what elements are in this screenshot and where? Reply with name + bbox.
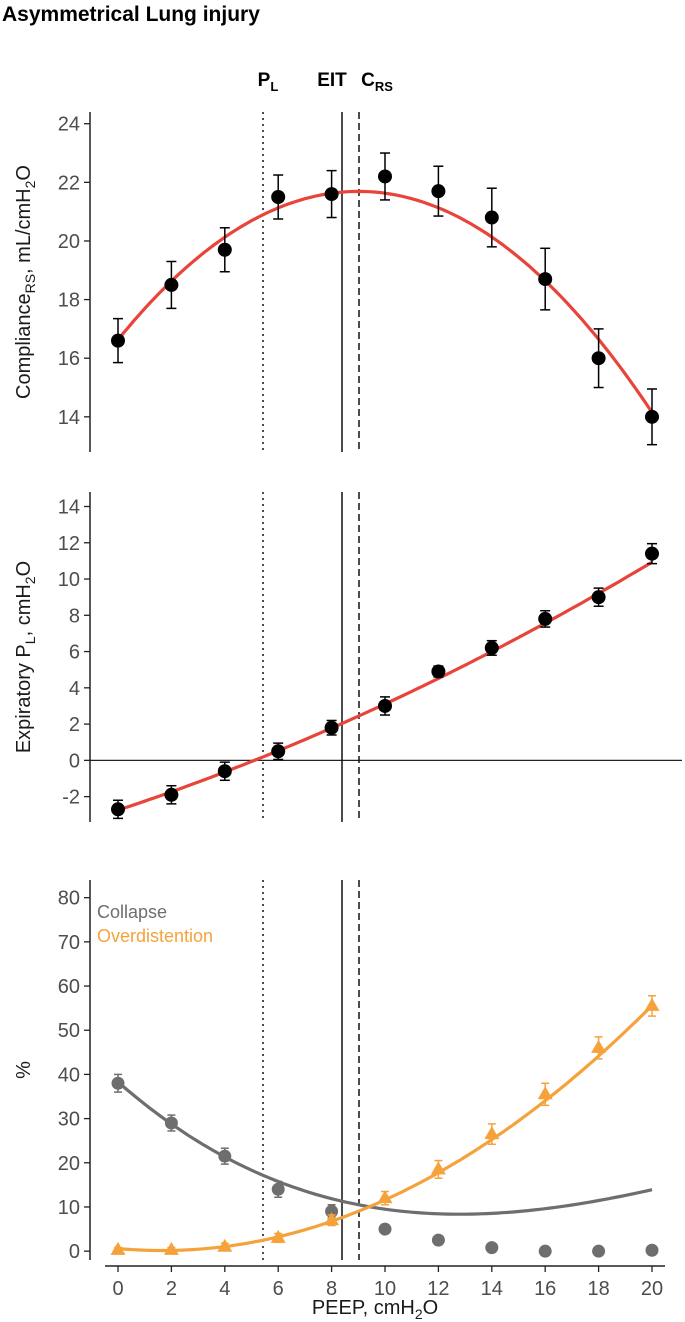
overdistention-point bbox=[377, 1190, 393, 1204]
expiratory-pl-point bbox=[271, 744, 286, 759]
y-tick-label: 6 bbox=[69, 642, 80, 664]
overdistention-point bbox=[270, 1229, 286, 1243]
overdistention-fit-line bbox=[117, 1004, 654, 1253]
y-tick-label: 30 bbox=[58, 1109, 80, 1131]
overdistention-point bbox=[591, 1039, 607, 1053]
x-tick-label: 14 bbox=[481, 1278, 503, 1300]
y-tick-label: 14 bbox=[58, 407, 80, 429]
y-tick-label: 22 bbox=[58, 172, 80, 194]
y-tick-label: 20 bbox=[58, 1153, 80, 1175]
y-axis-title: Expiratory PL, cmH2O bbox=[13, 561, 38, 753]
compliance-point bbox=[378, 169, 392, 184]
overdistention-point bbox=[430, 1161, 446, 1175]
overdistention-point bbox=[484, 1126, 500, 1140]
y-tick-label: 8 bbox=[69, 605, 80, 627]
y-tick-label: 60 bbox=[58, 976, 80, 998]
expiratory-pl-fit-line bbox=[117, 560, 653, 812]
x-tick-label: 10 bbox=[374, 1278, 396, 1300]
y-tick-label: 0 bbox=[69, 750, 80, 772]
expiratory-pl-panel: -2 0 2 4 6 8 10 12 14 Expiratory PL, cmH2O bbox=[13, 492, 682, 822]
expiratory-pl-point bbox=[111, 802, 125, 817]
compliance-point bbox=[484, 210, 499, 225]
expiratory-pl-point bbox=[431, 664, 446, 679]
collapse-point bbox=[271, 1182, 285, 1196]
overdistention-point bbox=[163, 1241, 179, 1255]
x-tick-label: 6 bbox=[273, 1278, 284, 1300]
y-tick-label: 12 bbox=[58, 533, 80, 555]
x-axis: 0 2 4 6 8 10 12 14 16 18 20 PEEP, cmH2O bbox=[105, 1265, 665, 1322]
x-tick-label: 12 bbox=[427, 1278, 449, 1300]
overdistention-point bbox=[324, 1212, 340, 1226]
x-tick-label: 2 bbox=[166, 1278, 177, 1300]
x-tick-label: 16 bbox=[534, 1278, 556, 1300]
y-tick-label: 50 bbox=[58, 1020, 80, 1042]
compliance-point bbox=[164, 277, 179, 292]
percent-panel: 0 10 20 30 40 50 60 70 80% Collapse Overdistention bbox=[13, 880, 660, 1263]
x-tick-label: 18 bbox=[587, 1278, 609, 1300]
collapse-point bbox=[378, 1222, 392, 1236]
y-tick-label: 70 bbox=[58, 932, 80, 954]
collapse-point bbox=[592, 1244, 606, 1258]
overdistention-point bbox=[644, 997, 660, 1011]
y-tick-label: 16 bbox=[58, 348, 80, 370]
y-tick-label: 0 bbox=[69, 1241, 80, 1263]
marker-label-eit: EIT bbox=[317, 70, 347, 91]
marker-label-pl: PL bbox=[258, 70, 279, 94]
compliance-point bbox=[111, 333, 125, 348]
expiratory-pl-point bbox=[645, 546, 659, 561]
collapse-point bbox=[164, 1116, 178, 1130]
collapse-point bbox=[111, 1076, 125, 1090]
y-tick-label: 20 bbox=[58, 231, 80, 253]
overdistention-point bbox=[537, 1086, 553, 1100]
expiratory-pl-point bbox=[164, 787, 179, 802]
x-tick-label: 0 bbox=[112, 1278, 123, 1300]
expiratory-pl-point bbox=[538, 611, 553, 626]
compliance-point bbox=[271, 190, 286, 204]
compliance-fit-line bbox=[116, 189, 654, 414]
expiratory-pl-point bbox=[217, 764, 232, 779]
compliance-point bbox=[591, 351, 606, 366]
y-tick-label: 40 bbox=[58, 1064, 80, 1086]
marker-label-crs: CRS bbox=[361, 70, 393, 94]
compliance-point bbox=[324, 187, 339, 202]
expiratory-pl-point bbox=[484, 640, 499, 655]
y-tick-label: 18 bbox=[58, 290, 80, 312]
collapse-point bbox=[431, 1233, 445, 1247]
compliance-panel: 14 16 18 20 22 24 ComplianceRS, mL/cmH2O bbox=[13, 112, 659, 452]
y-axis-title: % bbox=[13, 1061, 35, 1079]
y-tick-label: 2 bbox=[69, 714, 80, 736]
collapse-fit-line bbox=[116, 1080, 653, 1216]
x-tick-label: 4 bbox=[219, 1278, 230, 1300]
collapse-point bbox=[485, 1241, 499, 1255]
y-axis-title: ComplianceRS, mL/cmH2O bbox=[13, 165, 38, 399]
expiratory-pl-point bbox=[378, 698, 392, 713]
collapse-point bbox=[645, 1243, 659, 1257]
figure-title: Asymmetrical Lung injury bbox=[2, 3, 260, 26]
overdistention-point bbox=[217, 1238, 233, 1252]
marker-labels: PL EIT CRS bbox=[258, 70, 394, 94]
overdistention-point bbox=[110, 1241, 126, 1255]
collapse-point bbox=[218, 1149, 232, 1163]
y-tick-label: 10 bbox=[58, 1197, 80, 1219]
legend-overdistention: Overdistention bbox=[97, 926, 213, 946]
compliance-point bbox=[217, 242, 232, 257]
x-axis-title: PEEP, cmH2O bbox=[312, 1297, 438, 1322]
x-tick-label: 20 bbox=[641, 1278, 663, 1300]
collapse-point bbox=[538, 1244, 552, 1258]
compliance-point bbox=[645, 409, 659, 424]
expiratory-pl-point bbox=[324, 720, 339, 735]
y-tick-label: 24 bbox=[58, 114, 80, 136]
y-tick-label: 14 bbox=[58, 497, 80, 519]
compliance-point bbox=[538, 272, 553, 287]
expiratory-pl-point bbox=[591, 590, 606, 605]
y-tick-label: 10 bbox=[58, 569, 80, 591]
legend-collapse: Collapse bbox=[97, 902, 167, 922]
x-tick-label: 8 bbox=[326, 1278, 337, 1300]
y-tick-label: -2 bbox=[62, 787, 80, 809]
y-tick-label: 4 bbox=[69, 678, 80, 700]
y-tick-label: 80 bbox=[58, 888, 80, 910]
compliance-point bbox=[431, 184, 446, 199]
